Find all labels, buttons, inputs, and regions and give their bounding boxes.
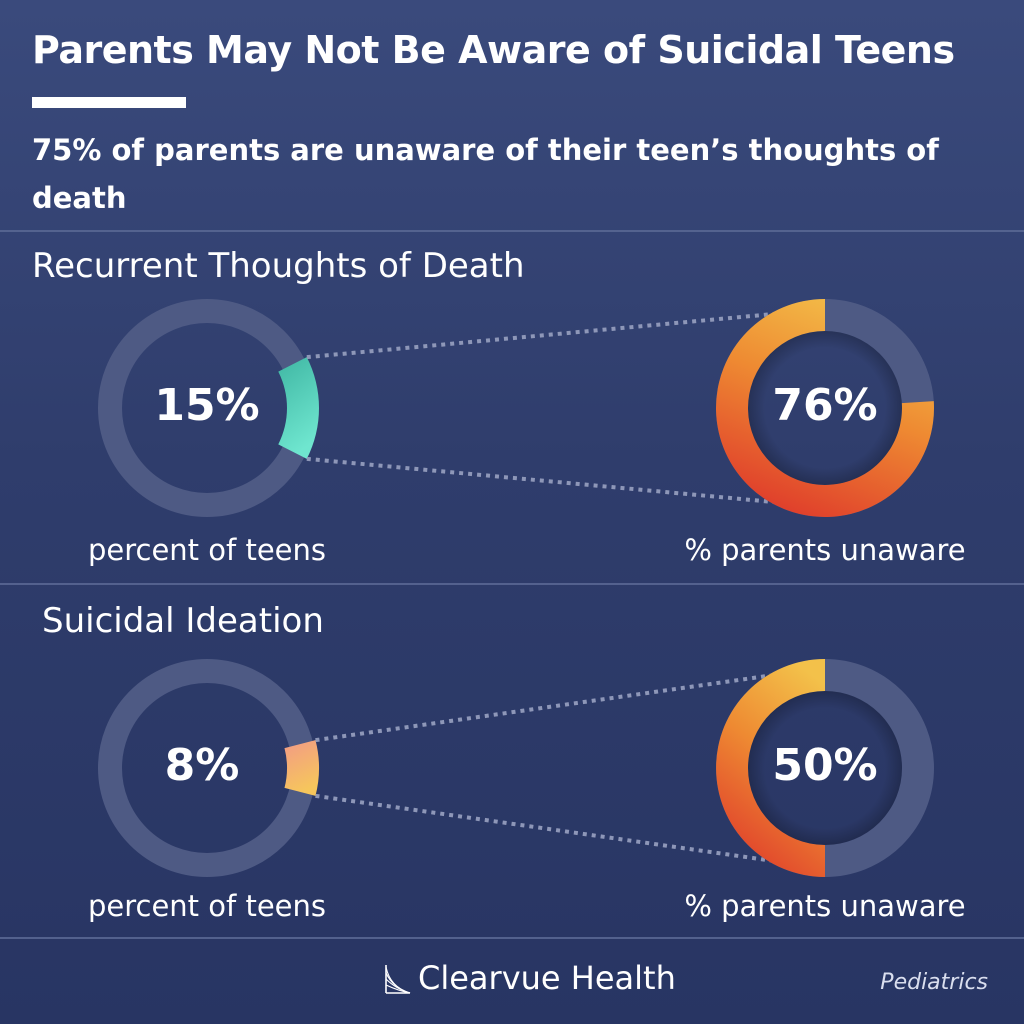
caption-teens-2: percent of teens [87, 889, 326, 923]
page-subtitle: 75% of parents are unaware of their teen… [32, 133, 939, 215]
section-title-thoughts: Recurrent Thoughts of Death [32, 246, 525, 286]
caption-parents-2: % parents unaware [684, 889, 966, 923]
donut-value-teens-2: 8% [164, 740, 240, 791]
caption-teens-1: percent of teens [87, 533, 326, 567]
donut-value-parents-1: 76% [772, 380, 878, 431]
caption-parents-1: % parents unaware [684, 533, 966, 567]
connector-top-1 [306, 310, 796, 360]
page-title: Parents May Not Be Aware of Suicidal Tee… [32, 28, 955, 72]
donut-segment-parents-1 [716, 299, 934, 517]
connector-bottom-1 [306, 456, 796, 506]
brand-name: Clearvue Health [418, 959, 676, 997]
divider-bottom [0, 937, 1024, 939]
title-underline [32, 97, 186, 108]
brand-mark-icon [385, 965, 411, 994]
divider-middle [0, 583, 1024, 585]
donut-segment-parents-2 [716, 659, 825, 877]
department-label: Pediatrics [880, 970, 988, 995]
donut-value-parents-2: 50% [772, 740, 878, 791]
brand-logo: Clearvue Health [384, 952, 676, 1004]
donut-segment-teens-1 [278, 357, 319, 459]
donut-value-teens-1: 15% [154, 380, 260, 431]
divider-top [0, 230, 1024, 232]
section-title-ideation: Suicidal Ideation [42, 601, 324, 641]
donut-segment-teens-2 [284, 740, 319, 796]
